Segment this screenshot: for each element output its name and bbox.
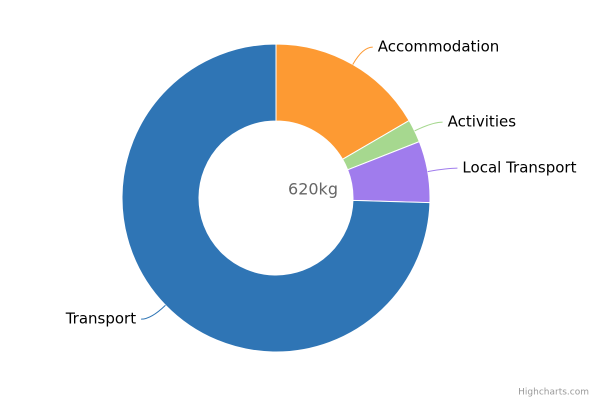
data-label: Accommodation [378,38,500,56]
center-label: 620kg [288,180,338,199]
connector [414,121,443,132]
donut-segment [275,43,410,160]
connector [141,304,166,320]
donut-segment [121,43,431,353]
credits[interactable]: Highcharts.com [518,388,589,398]
data-label: Activities [448,113,517,131]
data-label: Local Transport [462,159,576,177]
data-label: Transport [65,310,137,328]
connector [427,167,458,173]
connector [352,46,373,65]
